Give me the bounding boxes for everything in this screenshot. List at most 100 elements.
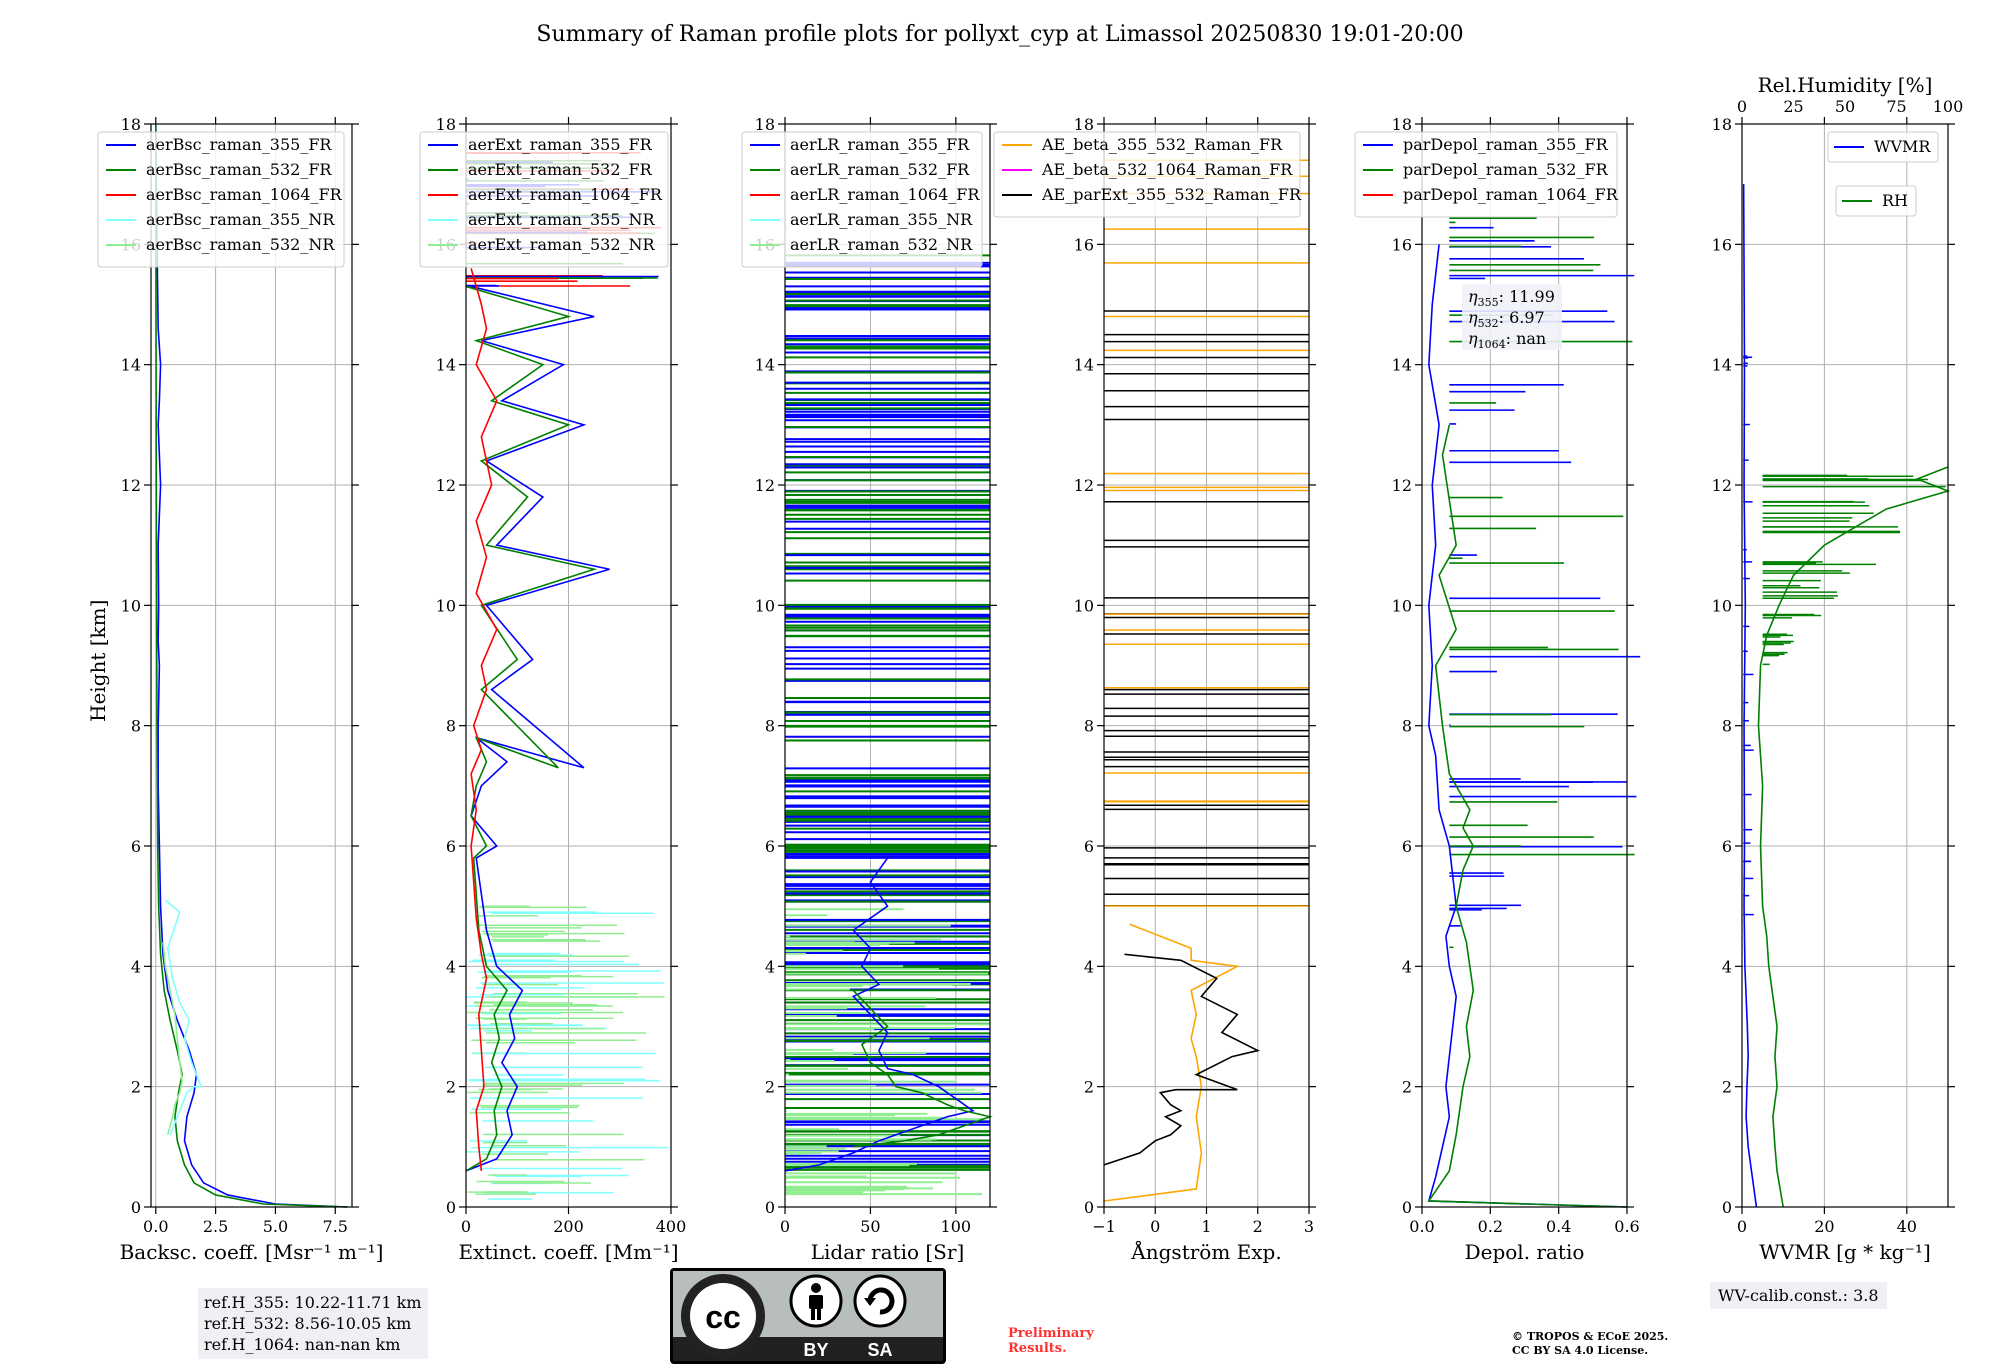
legend-label-bsc-4: aerBsc_raman_532_NR [146,235,335,254]
ytick-label-ae-5: 10 [1074,596,1094,615]
ytick-label-wv-9: 18 [1712,115,1732,134]
ytick-label-ae-3: 6 [1084,837,1094,856]
xtick-label-lr-0: 0 [780,1217,790,1236]
ytick-label-lr-2: 4 [765,957,775,976]
ytick-label-ae-8: 16 [1074,235,1094,254]
x2tick-label-3: 75 [1886,97,1906,116]
ytick-label-wv-3: 6 [1722,837,1732,856]
ytick-label-ae-9: 18 [1074,115,1094,134]
ytick-label-ext-0: 0 [446,1198,456,1217]
ytick-label-lr-7: 14 [755,356,775,375]
legend-label-lr-1: aerLR_raman_532_FR [790,160,970,179]
xtick-label-dep-0: 0.0 [1409,1217,1434,1236]
series-dep-0 [1427,244,1628,1208]
legend-label-lr-3: aerLR_raman_355_NR [790,210,973,229]
xtick-label-dep-2: 0.4 [1546,1217,1571,1236]
legend-label-wv-0: WVMR [1874,137,1931,156]
legend-label-wv-1: RH [1882,191,1908,210]
ytick-label-lr-4: 8 [765,717,775,736]
ytick-label-wv-1: 2 [1722,1078,1732,1097]
xtick-label-dep-3: 0.6 [1614,1217,1639,1236]
legend-label-dep-1: parDepol_raman_532_FR [1403,160,1609,179]
legend-label-ae-0: AE_beta_355_532_Raman_FR [1041,135,1283,154]
copyright-line-1: © TROPOS & ECoE 2025. [1512,1330,1669,1343]
angstrom-box [1462,284,1562,350]
legend-label-dep-2: parDepol_raman_1064_FR [1403,185,1619,204]
wv-calibration-box: WV-calib.const.: 3.8 [1710,1282,1887,1309]
cc-sa-label: SA [867,1340,892,1360]
ref-line-532: ref.H_532: 8.56-10.05 km [204,1314,412,1333]
legend-label-ext-4: aerExt_raman_532_NR [468,235,656,254]
ytick-label-ext-5: 10 [436,596,456,615]
legend-label-ext-0: aerExt_raman_355_FR [468,135,653,154]
ytick-label-wv-0: 0 [1722,1198,1732,1217]
ytick-label-wv-4: 8 [1722,717,1732,736]
x2label-wv: Rel.Humidity [%] [1758,73,1933,97]
legend-label-bsc-0: aerBsc_raman_355_FR [146,135,332,154]
figure-title: Summary of Raman profile plots for polly… [536,22,1464,47]
xtick-label-ae-0: −1 [1092,1217,1116,1236]
ytick-label-lr-6: 12 [755,476,775,495]
ytick-label-lr-5: 10 [755,596,775,615]
ref-line-355: ref.H_355: 10.22-11.71 km [204,1293,422,1312]
panel-ext: 0200400024681012141618Extinct. coeff. [M… [419,115,687,1264]
legend-box-ae [993,131,1301,218]
ytick-label-bsc-2: 4 [131,957,141,976]
ytick-label-dep-8: 16 [1392,235,1412,254]
ytick-label-bsc-1: 2 [131,1078,141,1097]
cc-by-label: BY [803,1340,828,1360]
ytick-label-ext-4: 8 [446,717,456,736]
xlabel-wv: WVMR [g * kg⁻¹] [1759,1240,1931,1264]
legend-label-lr-2: aerLR_raman_1064_FR [790,185,980,204]
ytick-label-wv-2: 4 [1722,957,1732,976]
xtick-label-ext-2: 400 [656,1217,687,1236]
ytick-label-ext-7: 14 [436,356,456,375]
legend-box-lr [741,131,983,268]
ytick-label-dep-2: 4 [1402,957,1412,976]
ytick-label-ext-3: 6 [446,837,456,856]
panel-dep: 0.0 0.2 0.4 0.6 0 2 4 6 8 10 12 14 16 18 Depol. ratio p… [1354,115,1641,1264]
ytick-label-lr-1: 2 [765,1078,775,1097]
xtick-label-bsc-1: 2.5 [203,1217,228,1236]
legend-label-bsc-1: aerBsc_raman_532_FR [146,160,332,179]
axes-frame-dep [1421,123,1628,1208]
x2tick-label-2: 50 [1835,97,1855,116]
ytick-label-ext-2: 4 [446,957,456,976]
ytick-label-ae-1: 2 [1084,1078,1094,1097]
panel-wv: 0 20 40 0 2 4 6 8 10 12 14 16 18 WVMR [g * kg⁻¹] 0 25 50… [1712,73,1964,1264]
xlabel-lr: Lidar ratio [Sr] [811,1240,965,1264]
legend-label-dep-0: parDepol_raman_355_FR [1403,135,1609,154]
legend-label-lr-0: aerLR_raman_355_FR [790,135,970,154]
series-ext-0 [465,285,610,1172]
xtick-label-ext-0: 0 [461,1217,471,1236]
series-bsc-1 [154,123,348,1208]
legend-box-wv-0 [1827,131,1939,163]
ytick-label-bsc-6: 12 [121,476,141,495]
ytick-label-wv-6: 12 [1712,476,1732,495]
ytick-label-ae-2: 4 [1084,957,1094,976]
cc-license-badge: cc BY SA [670,1268,946,1364]
ytick-label-dep-0: 0 [1402,1198,1412,1217]
axes-frame-bsc [150,123,353,1208]
ytick-label-ae-4: 8 [1084,717,1094,736]
ytick-label-ext-6: 12 [436,476,456,495]
ytick-label-dep-9: 18 [1392,115,1412,134]
axes-frame-wv [1741,123,1949,1208]
legend-box-bsc [97,131,345,268]
series-lr-1 [852,989,993,1148]
ytick-label-bsc-3: 6 [131,837,141,856]
legend-label-bsc-3: aerBsc_raman_355_NR [146,210,335,229]
series-ext-1 [465,285,598,1172]
ytick-label-bsc-7: 14 [121,356,141,375]
xtick-label-bsc-2: 5.0 [263,1217,288,1236]
series-wv-1 [1757,466,1951,1208]
ytick-label-wv-8: 16 [1712,235,1732,254]
ytick-label-dep-4: 8 [1402,717,1412,736]
ytick-label-lr-0: 0 [765,1198,775,1217]
xtick-label-ae-4: 3 [1304,1217,1314,1236]
ytick-label-ext-1: 2 [446,1078,456,1097]
ytick-label-wv-7: 14 [1712,356,1732,375]
xtick-label-wv-0: 0 [1737,1217,1747,1236]
legend-label-ext-1: aerExt_raman_532_FR [468,160,653,179]
reference-height-box: ref.H_355: 10.22-11.71 km ref.H_532: 8.5… [198,1288,428,1359]
